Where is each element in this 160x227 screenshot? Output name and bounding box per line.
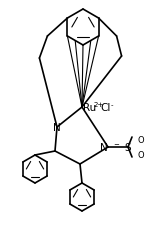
Text: N: N <box>100 142 108 152</box>
Text: N: N <box>53 122 61 132</box>
Text: 2+: 2+ <box>94 101 104 108</box>
Text: −: − <box>113 141 119 147</box>
Text: -: - <box>111 101 113 108</box>
Text: S: S <box>125 142 131 152</box>
Text: O: O <box>138 135 145 144</box>
Text: O: O <box>138 150 145 159</box>
Text: Cl: Cl <box>100 103 110 113</box>
Text: Ru: Ru <box>83 103 96 113</box>
